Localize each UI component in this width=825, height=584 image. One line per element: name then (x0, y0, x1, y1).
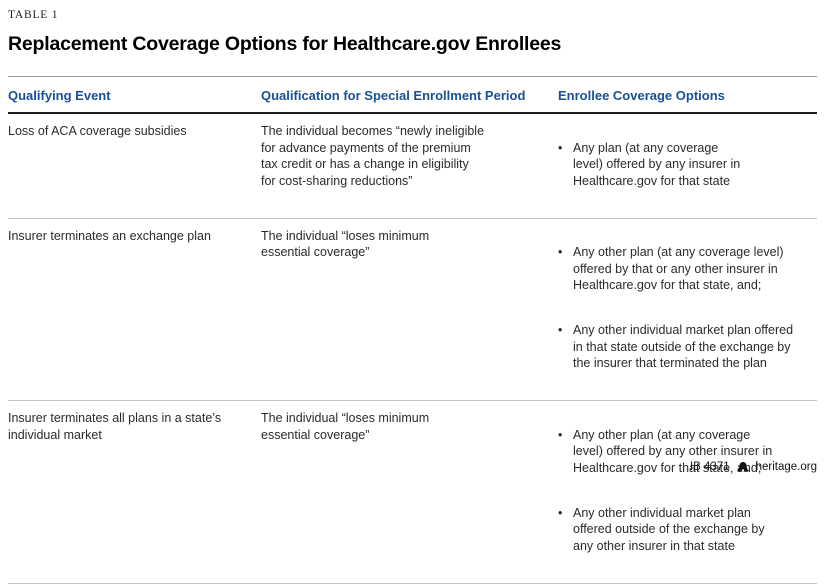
coverage-options-cell: Any other plan (at any coverage level) o… (558, 410, 817, 571)
bullet-icon (558, 427, 573, 477)
option-text: Any other individual market plan offered… (573, 505, 765, 553)
qualifying-event-cell: Loss of ACA coverage subsidies (8, 124, 187, 138)
qualifying-event-cell: Insurer terminates all plans in a state’… (8, 411, 222, 442)
table-bottom-rule (8, 582, 817, 584)
footer: IB 4371 heritage.org (690, 460, 817, 474)
list-item: Any other individual market plan offered… (558, 505, 803, 555)
qualification-cell: The individual “loses minimum essential … (261, 228, 430, 260)
option-text: Any plan (at any coverage level) offered… (573, 140, 741, 188)
table-label: TABLE 1 (8, 9, 59, 21)
qualification-cell: The individual becomes “newly ineligible… (261, 124, 485, 188)
bullet-icon (558, 322, 573, 372)
column-header-qualification: Qualification for Special Enrollment Per… (261, 88, 526, 103)
column-header-qualifying-event: Qualifying Event (8, 88, 111, 103)
bullet-icon (558, 140, 573, 190)
report-table-page: TABLE 1 Replacement Coverage Options for… (0, 0, 825, 483)
site-domain: heritage.org (755, 461, 817, 473)
issue-number: IB 4371 (689, 461, 730, 473)
table-row: Insurer terminates an exchange plan The … (8, 219, 817, 401)
option-text: Any other plan (at any coverage level) o… (573, 245, 784, 292)
heritage-bell-icon (736, 460, 750, 474)
table-header-row: Qualifying Event Qualification for Speci… (8, 77, 817, 112)
page-title: Replacement Coverage Options for Healthc… (8, 33, 562, 55)
option-text: Any other individual market plan offered… (573, 323, 794, 370)
column-header-coverage-options: Enrollee Coverage Options (558, 88, 725, 103)
coverage-options-cell: Any other plan (at any coverage level) o… (558, 228, 817, 389)
bullet-icon (558, 505, 573, 555)
row-separator (8, 217, 817, 219)
list-item: Any plan (at any coverage level) offered… (558, 140, 803, 190)
row-separator (8, 400, 817, 401)
list-item: Any other individual market plan offered… (558, 322, 803, 372)
header-rule (8, 112, 817, 114)
coverage-options-cell: Any plan (at any coverage level) offered… (558, 123, 817, 206)
table-row: Loss of ACA coverage subsidies The indiv… (8, 114, 817, 218)
list-item: Any other plan (at any coverage level) o… (558, 244, 803, 294)
qualification-cell: The individual “loses minimum essential … (261, 411, 430, 442)
table-row: Insurer terminates all plans in a state’… (8, 401, 817, 583)
bullet-icon (558, 244, 573, 294)
top-rule (8, 76, 817, 77)
qualifying-event-cell: Insurer terminates an exchange plan (8, 228, 211, 243)
